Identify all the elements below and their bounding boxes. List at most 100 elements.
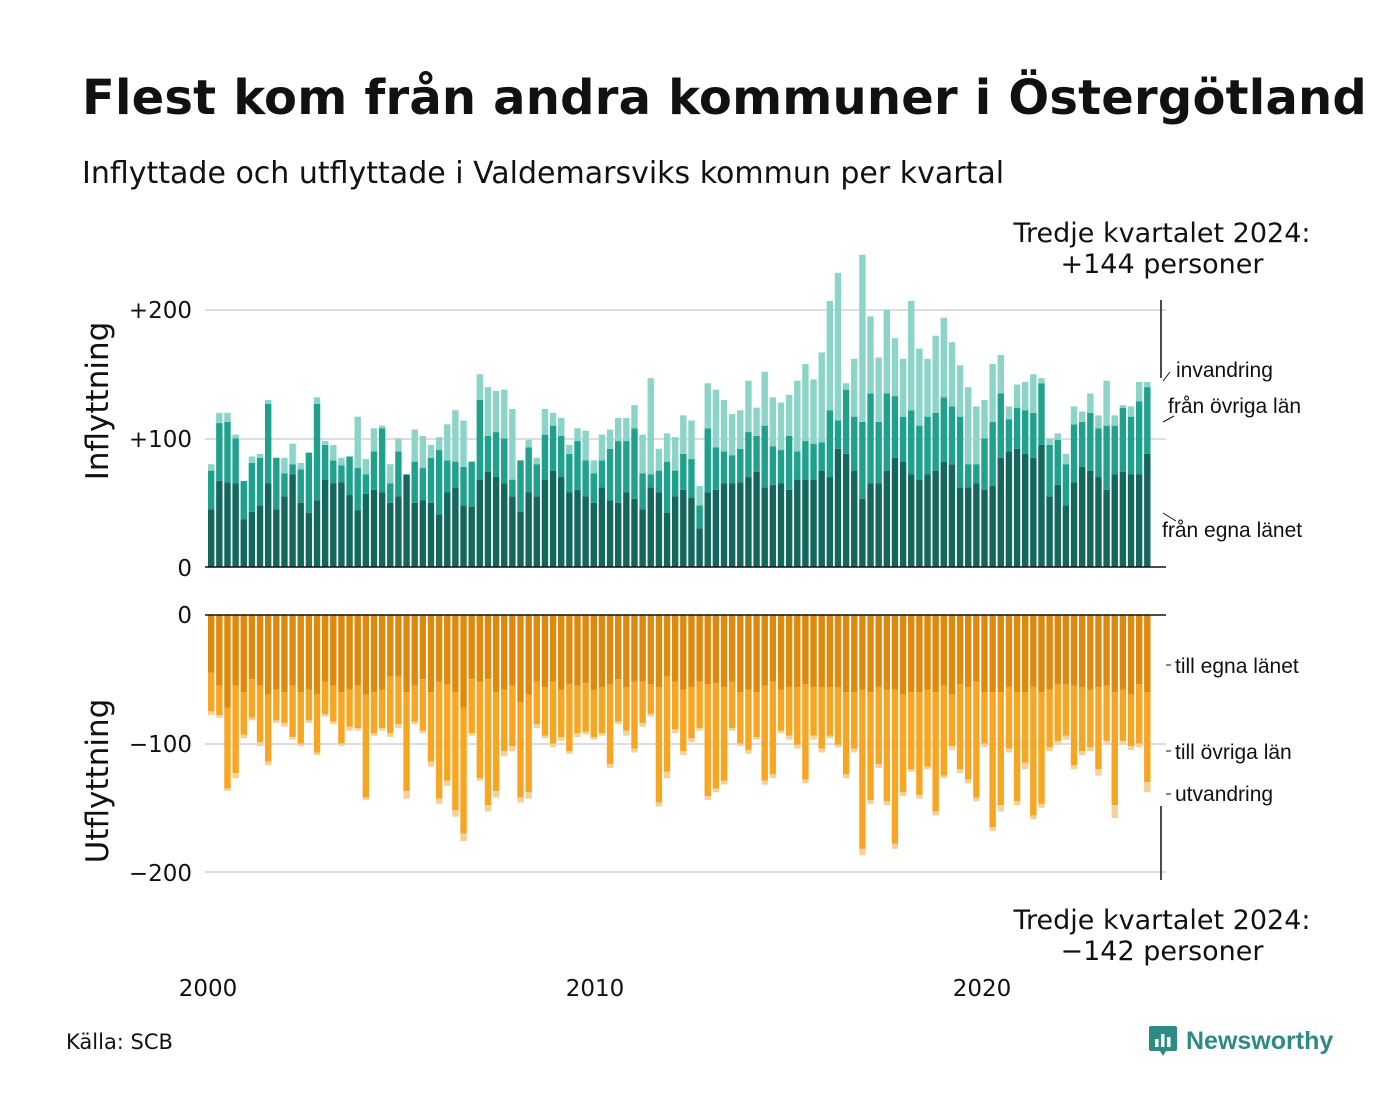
out-bar-till-egna-länet-60 (696, 615, 703, 682)
out-bar-till-egna-länet-104 (1054, 615, 1061, 685)
in-bar-från-egna-länet-31 (460, 505, 467, 567)
out-bar-till-övriga-län-16 (338, 692, 345, 744)
out-bar-utvandring-37 (509, 746, 516, 752)
newsworthy-logo[interactable]: Newsworthy (1148, 1024, 1333, 1058)
in-bar-från-egna-länet-54 (647, 487, 654, 567)
out-bar-utvandring-21 (378, 728, 386, 731)
out-bar-till-övriga-län-5 (248, 679, 256, 718)
out-bar-till-övriga-län-38 (517, 702, 524, 798)
in-bar-från-övriga-län-7 (264, 403, 272, 484)
out-bar-till-övriga-län-37 (509, 685, 516, 747)
out-bar-till-övriga-län-43 (558, 689, 565, 738)
in-bar-från-egna-länet-73 (802, 479, 809, 567)
out-bar-utvandring-81 (867, 800, 874, 804)
out-bar-till-egna-länet-87 (916, 615, 923, 693)
in-bar-från-övriga-län-30 (452, 461, 459, 488)
out-bar-till-egna-länet-32 (468, 615, 475, 680)
out-bar-till-övriga-län-56 (663, 676, 671, 772)
in-bar-från-egna-länet-26 (419, 500, 427, 567)
in-bar-från-egna-länet-66 (745, 477, 752, 567)
in-bar-från-egna-länet-59 (688, 497, 695, 567)
out-bar-utvandring-66 (745, 749, 752, 754)
in-bar-invandring-26 (419, 435, 427, 469)
in-bar-från-egna-länet-83 (883, 470, 891, 568)
out-bar-till-övriga-län-15 (330, 685, 337, 722)
in-bar-från-egna-länet-61 (704, 492, 711, 567)
out-bar-till-övriga-län-21 (378, 689, 386, 729)
in-bar-invandring-100 (1022, 381, 1029, 411)
out-bar-till-egna-länet-67 (753, 615, 760, 693)
in-bar-från-övriga-län-109 (1095, 428, 1102, 478)
out-bar-till-egna-länet-97 (997, 615, 1004, 693)
out-bar-till-egna-länet-89 (932, 615, 939, 693)
out-bar-utvandring-19 (362, 797, 370, 801)
out-bar-till-egna-länet-8 (273, 615, 280, 690)
out-bar-utvandring-112 (1119, 740, 1127, 745)
out-bar-till-övriga-län-82 (875, 686, 882, 765)
out-bar-utvandring-102 (1038, 803, 1045, 808)
in-bar-från-egna-länet-50 (615, 502, 622, 567)
out-bar-till-övriga-län-46 (582, 683, 589, 732)
out-bar-till-egna-länet-31 (460, 615, 467, 708)
in-bar-invandring-77 (834, 272, 842, 421)
in-bar-invandring-42 (549, 412, 557, 426)
out-bar-till-egna-länet-73 (802, 615, 809, 685)
in-bar-från-övriga-län-49 (606, 448, 614, 501)
out-bar-till-egna-länet-3 (232, 615, 239, 686)
in-bar-från-egna-länet-0 (208, 509, 215, 567)
out-bar-till-övriga-län-31 (460, 707, 467, 834)
out-bar-utvandring-77 (834, 744, 842, 748)
in-bar-från-egna-länet-101 (1030, 457, 1037, 567)
in-bar-från-egna-länet-18 (354, 510, 361, 567)
in-bar-invandring-34 (484, 387, 492, 436)
in-bar-från-övriga-län-19 (362, 474, 370, 494)
out-bar-utvandring-52 (631, 748, 638, 753)
out-bar-till-övriga-län-88 (924, 689, 931, 767)
out-bar-till-övriga-län-72 (794, 686, 801, 745)
out-bar-till-egna-länet-50 (615, 615, 622, 680)
in-bar-invandring-99 (1013, 384, 1021, 408)
out-bar-till-egna-länet-14 (321, 615, 329, 682)
out-bar-till-egna-länet-96 (989, 615, 996, 693)
in-bar-från-egna-länet-87 (916, 479, 923, 567)
in-bar-från-övriga-län-75 (818, 442, 825, 471)
in-bar-från-egna-länet-56 (663, 513, 671, 567)
in-bar-från-övriga-län-6 (256, 457, 264, 506)
out-bar-till-övriga-län-74 (810, 686, 817, 736)
out-bar-till-egna-länet-103 (1046, 615, 1053, 690)
in-bar-från-egna-länet-80 (859, 498, 866, 567)
in-bar-från-egna-länet-2 (224, 482, 231, 567)
in-bar-invandring-92 (956, 365, 964, 417)
in-bar-från-övriga-län-83 (883, 393, 891, 471)
out-bar-till-egna-länet-88 (924, 615, 931, 690)
in-bar-invandring-6 (256, 453, 264, 458)
out-bar-till-egna-länet-65 (737, 615, 744, 693)
out-bar-till-övriga-län-32 (468, 679, 475, 734)
out-bar-utvandring-107 (1078, 751, 1086, 756)
in-bar-från-övriga-län-21 (378, 428, 386, 493)
in-bar-invandring-69 (769, 397, 777, 447)
out-bar-till-övriga-län-113 (1127, 694, 1135, 747)
in-bar-från-övriga-län-84 (891, 396, 899, 458)
in-bar-från-egna-länet-55 (655, 492, 663, 567)
out-bar-utvandring-63 (720, 780, 728, 785)
out-bar-till-egna-länet-4 (240, 615, 247, 693)
in-bar-från-övriga-län-57 (671, 470, 679, 497)
out-bar-utvandring-1 (216, 715, 223, 718)
out-bar-utvandring-98 (1005, 748, 1013, 753)
out-bar-till-övriga-län-103 (1046, 689, 1053, 748)
out-bar-till-övriga-län-68 (761, 685, 768, 781)
in-bar-från-egna-länet-109 (1095, 477, 1102, 567)
out-bar-utvandring-58 (680, 751, 687, 756)
out-bar-till-egna-länet-47 (590, 615, 597, 690)
out-bar-till-övriga-län-42 (549, 681, 557, 744)
out-bar-till-egna-länet-79 (851, 615, 858, 693)
out-bar-utvandring-109 (1095, 769, 1102, 776)
newsworthy-logo-icon (1149, 1026, 1177, 1056)
out-bar-utvandring-92 (956, 769, 964, 774)
out-bar-till-övriga-län-92 (956, 684, 964, 770)
out-bar-till-övriga-län-22 (387, 676, 394, 734)
out-bar-till-egna-länet-82 (875, 615, 882, 687)
in-bar-från-egna-länet-35 (492, 477, 500, 567)
